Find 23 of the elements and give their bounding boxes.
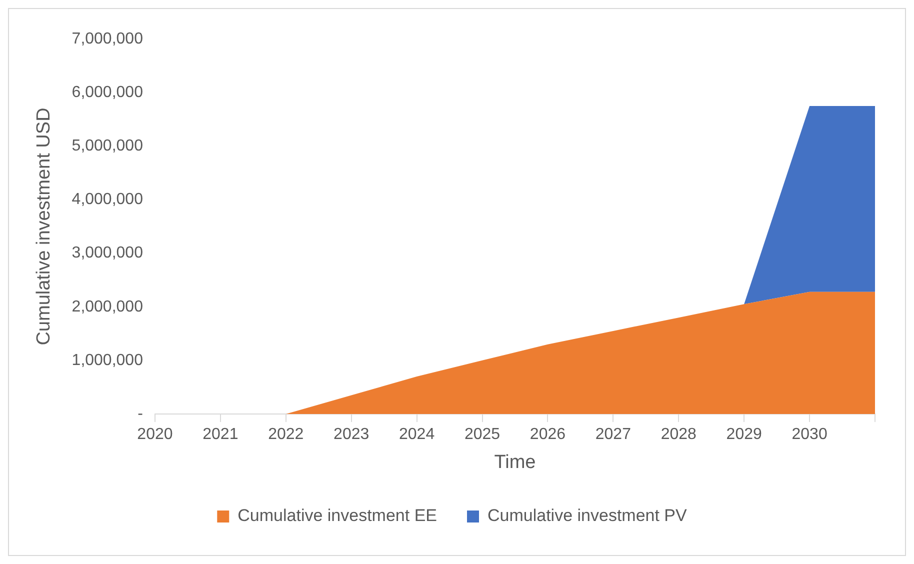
x-tick-label: 2022 — [268, 426, 304, 444]
x-tick-label: 2028 — [660, 426, 697, 444]
x-tick-label: 2020 — [137, 426, 173, 444]
x-tick-label: 2021 — [202, 426, 238, 444]
x-tick-label: 2024 — [399, 426, 435, 444]
x-tick-label: 2026 — [530, 426, 566, 444]
x-tick-label: 2027 — [595, 426, 632, 444]
x-axis-title: Time — [494, 452, 536, 473]
y-tick-label: 5,000,000 — [72, 138, 144, 155]
legend-label: Cumulative investment EE — [238, 506, 438, 526]
y-tick-label: 6,000,000 — [72, 84, 144, 101]
y-tick-label: 4,000,000 — [72, 191, 144, 208]
y-tick-label: 3,000,000 — [72, 244, 144, 262]
x-tick-label: 2030 — [792, 426, 828, 444]
y-tick-label: 2,000,000 — [72, 298, 144, 316]
y-axis-title: Cumulative investment USD — [34, 108, 55, 346]
legend-label: Cumulative investment PV — [488, 506, 688, 526]
y-tick-label: 1,000,000 — [72, 352, 144, 369]
y-tick-label: - — [138, 405, 143, 422]
x-tick-label: 2025 — [464, 426, 500, 444]
y-tick-label: 7,000,000 — [72, 30, 144, 48]
x-tick-label: 2029 — [726, 426, 762, 444]
x-tick-label: 2023 — [334, 426, 370, 444]
